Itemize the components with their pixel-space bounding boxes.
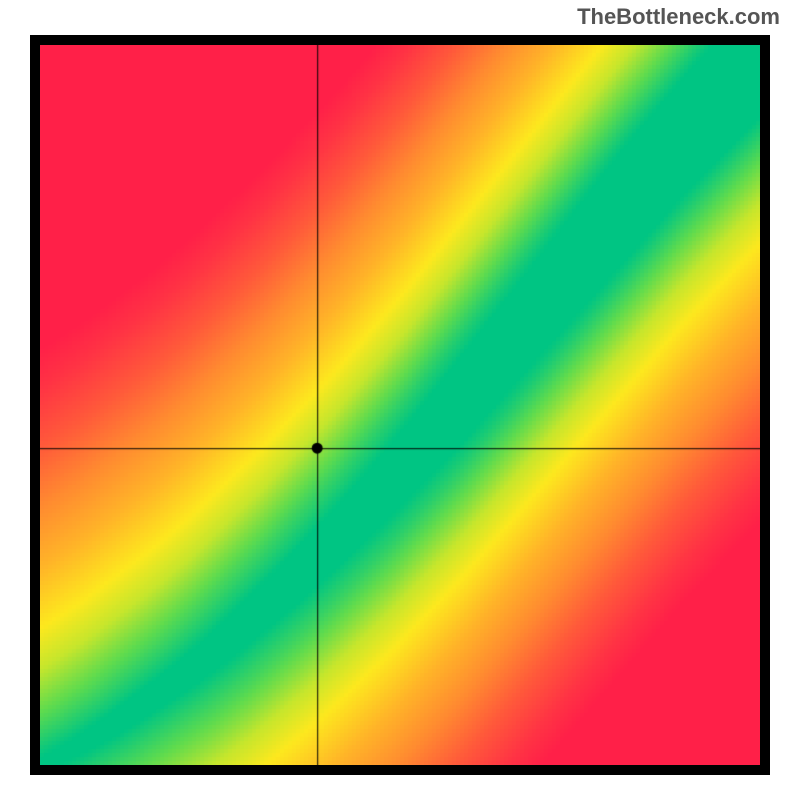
heatmap-plot (40, 45, 760, 765)
chart-container: TheBottleneck.com (0, 0, 800, 800)
plot-border (30, 35, 770, 775)
heatmap-canvas (40, 45, 760, 765)
watermark: TheBottleneck.com (577, 4, 780, 30)
